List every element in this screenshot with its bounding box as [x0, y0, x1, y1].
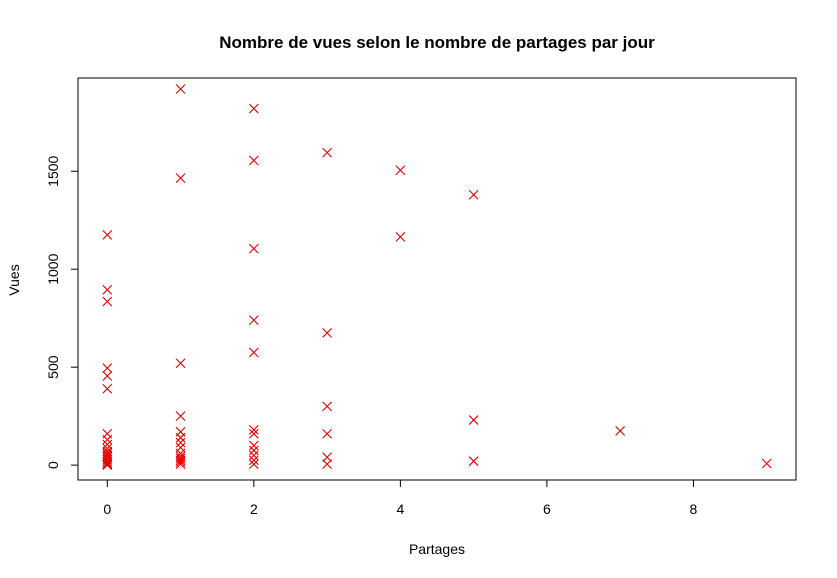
data-point	[322, 428, 332, 439]
data-point	[175, 173, 186, 183]
data-point	[175, 84, 186, 94]
x-tick-label: 8	[690, 501, 698, 517]
data-point	[248, 428, 259, 439]
data-point	[322, 452, 332, 463]
x-tick-label: 2	[250, 501, 258, 517]
x-tick-label: 6	[543, 501, 551, 517]
y-tick-label: 0	[45, 461, 61, 469]
y-tick-label: 1000	[45, 253, 61, 284]
data-point	[322, 459, 332, 470]
x-tick-label: 0	[103, 501, 111, 517]
x-axis-label: Partages	[409, 541, 465, 557]
data-point	[175, 457, 186, 468]
data-point	[175, 448, 186, 459]
data-point	[102, 296, 113, 307]
data-point	[468, 189, 479, 200]
data-point	[322, 147, 332, 158]
data-point	[102, 460, 113, 471]
data-point	[248, 455, 259, 466]
data-point	[102, 459, 113, 470]
y-axis-label: Vues	[6, 264, 22, 295]
data-point	[322, 401, 332, 412]
data-point	[468, 415, 479, 425]
data-point	[248, 347, 259, 358]
data-point	[615, 425, 626, 436]
data-point	[102, 456, 113, 467]
data-point	[102, 439, 113, 450]
data-point	[175, 437, 186, 448]
data-point	[248, 315, 259, 326]
x-axis: 0 2 4 6 8	[103, 479, 698, 517]
data-point	[102, 434, 113, 445]
data-point	[175, 411, 186, 422]
x-tick-label: 4	[396, 501, 404, 517]
data-point	[248, 103, 259, 114]
data-point	[102, 371, 113, 381]
data-point	[102, 458, 113, 469]
data-point	[248, 445, 259, 456]
data-point	[322, 327, 332, 338]
data-point	[761, 458, 772, 469]
data-point	[102, 443, 113, 454]
data-point	[248, 243, 259, 254]
chart-title: Nombre de vues selon le nombre de partag…	[219, 33, 655, 52]
data-point	[175, 432, 186, 443]
data-point	[175, 459, 186, 470]
data-point	[248, 424, 259, 435]
y-tick-label: 500	[45, 355, 61, 379]
data-point	[102, 383, 113, 394]
data-point	[102, 363, 113, 374]
data-point	[395, 165, 406, 176]
data-point	[395, 231, 406, 242]
data-point	[248, 459, 259, 470]
data-point	[102, 230, 113, 240]
data-points	[102, 84, 772, 471]
data-point	[102, 284, 113, 295]
data-point	[175, 455, 186, 466]
y-axis: 0 500 1000 1500	[45, 155, 79, 469]
plot-frame	[77, 77, 797, 481]
data-point	[468, 456, 479, 467]
data-point	[248, 440, 259, 451]
data-point	[175, 358, 186, 369]
data-point	[248, 155, 259, 166]
y-tick-label: 1500	[45, 155, 61, 186]
data-point	[248, 450, 259, 461]
